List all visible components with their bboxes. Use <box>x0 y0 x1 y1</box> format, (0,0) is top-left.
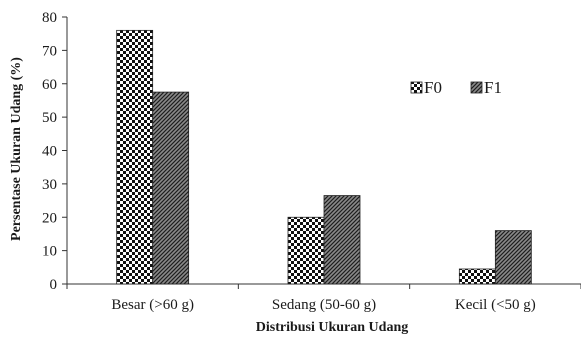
legend: F0 F1 <box>410 78 502 97</box>
x-axis: Besar (>60 g) Sedang (50-60 g) Kecil (<50 … <box>66 283 581 313</box>
legend-label-f0: F0 <box>424 78 442 97</box>
y-tick-label: 30 <box>42 177 57 193</box>
bar-f1-1 <box>323 195 361 285</box>
y-tick-label: 60 <box>42 77 57 93</box>
x-tick-label: Sedang (50-60 g) <box>272 297 376 313</box>
y-tick-label: 20 <box>42 210 57 226</box>
bar-f1-0 <box>152 91 190 285</box>
legend-label-f1: F1 <box>484 78 502 97</box>
x-axis-title: Distribusi Ukuran Udang <box>256 320 409 335</box>
legend-swatch-f0 <box>410 81 423 94</box>
bar-f0-1 <box>287 216 325 285</box>
y-tick-label: 70 <box>42 43 57 59</box>
bar-f0-2 <box>458 268 496 285</box>
y-tick-label: 10 <box>42 244 57 260</box>
y-axis-title: Persentase Ukuran Udang (%) <box>9 57 24 241</box>
y-tick-label: 40 <box>42 144 57 160</box>
bar-f1-2 <box>494 230 532 285</box>
bar-f0-0 <box>116 29 154 285</box>
y-tick-label: 50 <box>42 110 57 126</box>
y-tick-label: 0 <box>50 277 58 293</box>
y-tick-label: 80 <box>42 10 57 26</box>
x-tick-label: Kecil (<50 g) <box>455 297 536 313</box>
legend-swatch-f1 <box>470 81 483 94</box>
y-axis: 0 10 20 30 40 50 60 70 80 <box>42 10 68 293</box>
bars <box>116 29 532 285</box>
x-tick-label: Besar (>60 g) <box>111 297 194 313</box>
